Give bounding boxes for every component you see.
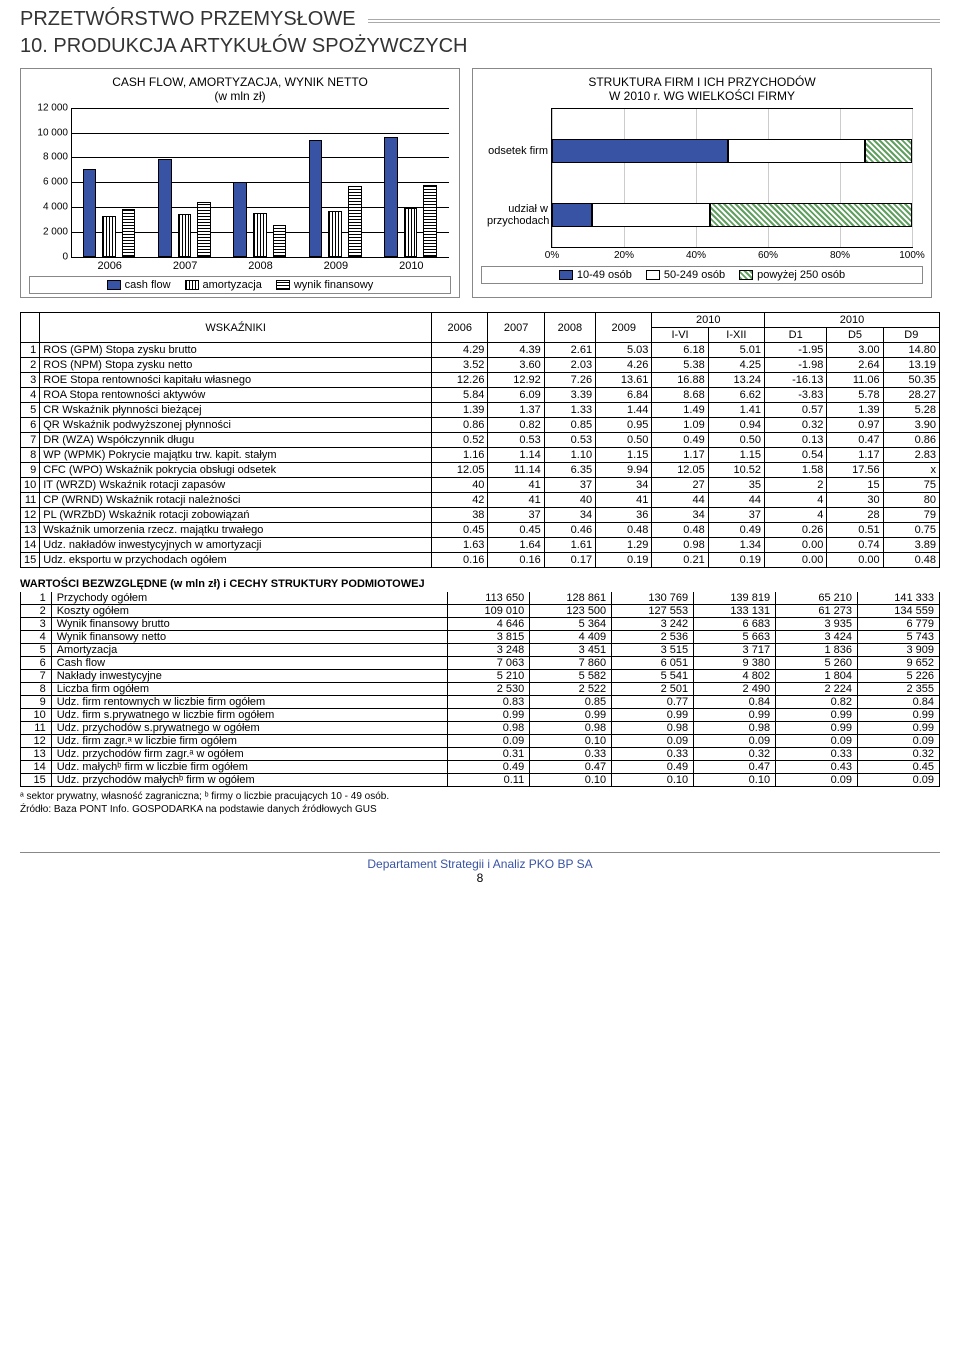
table-absolute: 1Przychody ogółem113 650128 861130 76913… — [20, 592, 940, 787]
table-indicators: WSKAŹNIKI200620072008200920102010I-VII-X… — [20, 312, 940, 568]
chart-structure: STRUKTURA FIRM I ICH PRZYCHODÓWW 2010 r.… — [472, 68, 932, 298]
section2-title: WARTOŚCI BEZWZGLĘDNE (w mln zł) i CECHY … — [0, 568, 960, 590]
legend-s3: powyżej 250 osób — [757, 269, 845, 281]
chart-cashflow: CASH FLOW, AMORTYZACJA, WYNIK NETTO(w ml… — [20, 68, 460, 298]
legend-s2: 50-249 osób — [664, 269, 725, 281]
footer-page: 8 — [20, 871, 940, 885]
page-title-sub: 10. PRODUKCJA ARTYKUŁÓW SPOŻYWCZYCH — [0, 31, 960, 68]
footnote-a: ᵃ sektor prywatny, własność zagraniczna;… — [20, 790, 940, 803]
legend-am: amortyzacja — [203, 279, 262, 291]
legend-cf: cash flow — [125, 279, 171, 291]
chart-cashflow-legend: cash flow amortyzacja wynik finansowy — [29, 276, 451, 294]
chart-structure-title: STRUKTURA FIRM I ICH PRZYCHODÓWW 2010 r.… — [481, 75, 923, 104]
chart-structure-legend: 10-49 osób 50-249 osób powyżej 250 osób — [481, 266, 923, 284]
page-footer: Departament Strategii i Analiz PKO BP SA… — [20, 852, 940, 885]
header-rule — [368, 19, 940, 21]
footnote-b: Źródło: Baza PONT Info. GOSPODARKA na po… — [20, 803, 940, 816]
chart-cashflow-title: CASH FLOW, AMORTYZACJA, WYNIK NETTO(w ml… — [29, 75, 451, 104]
legend-s1: 10-49 osób — [577, 269, 632, 281]
legend-wf: wynik finansowy — [294, 279, 373, 291]
footer-dept: Departament Strategii i Analiz PKO BP SA — [20, 857, 940, 871]
page-title-main: PRZETWÓRSTWO PRZEMYSŁOWE — [20, 8, 356, 31]
